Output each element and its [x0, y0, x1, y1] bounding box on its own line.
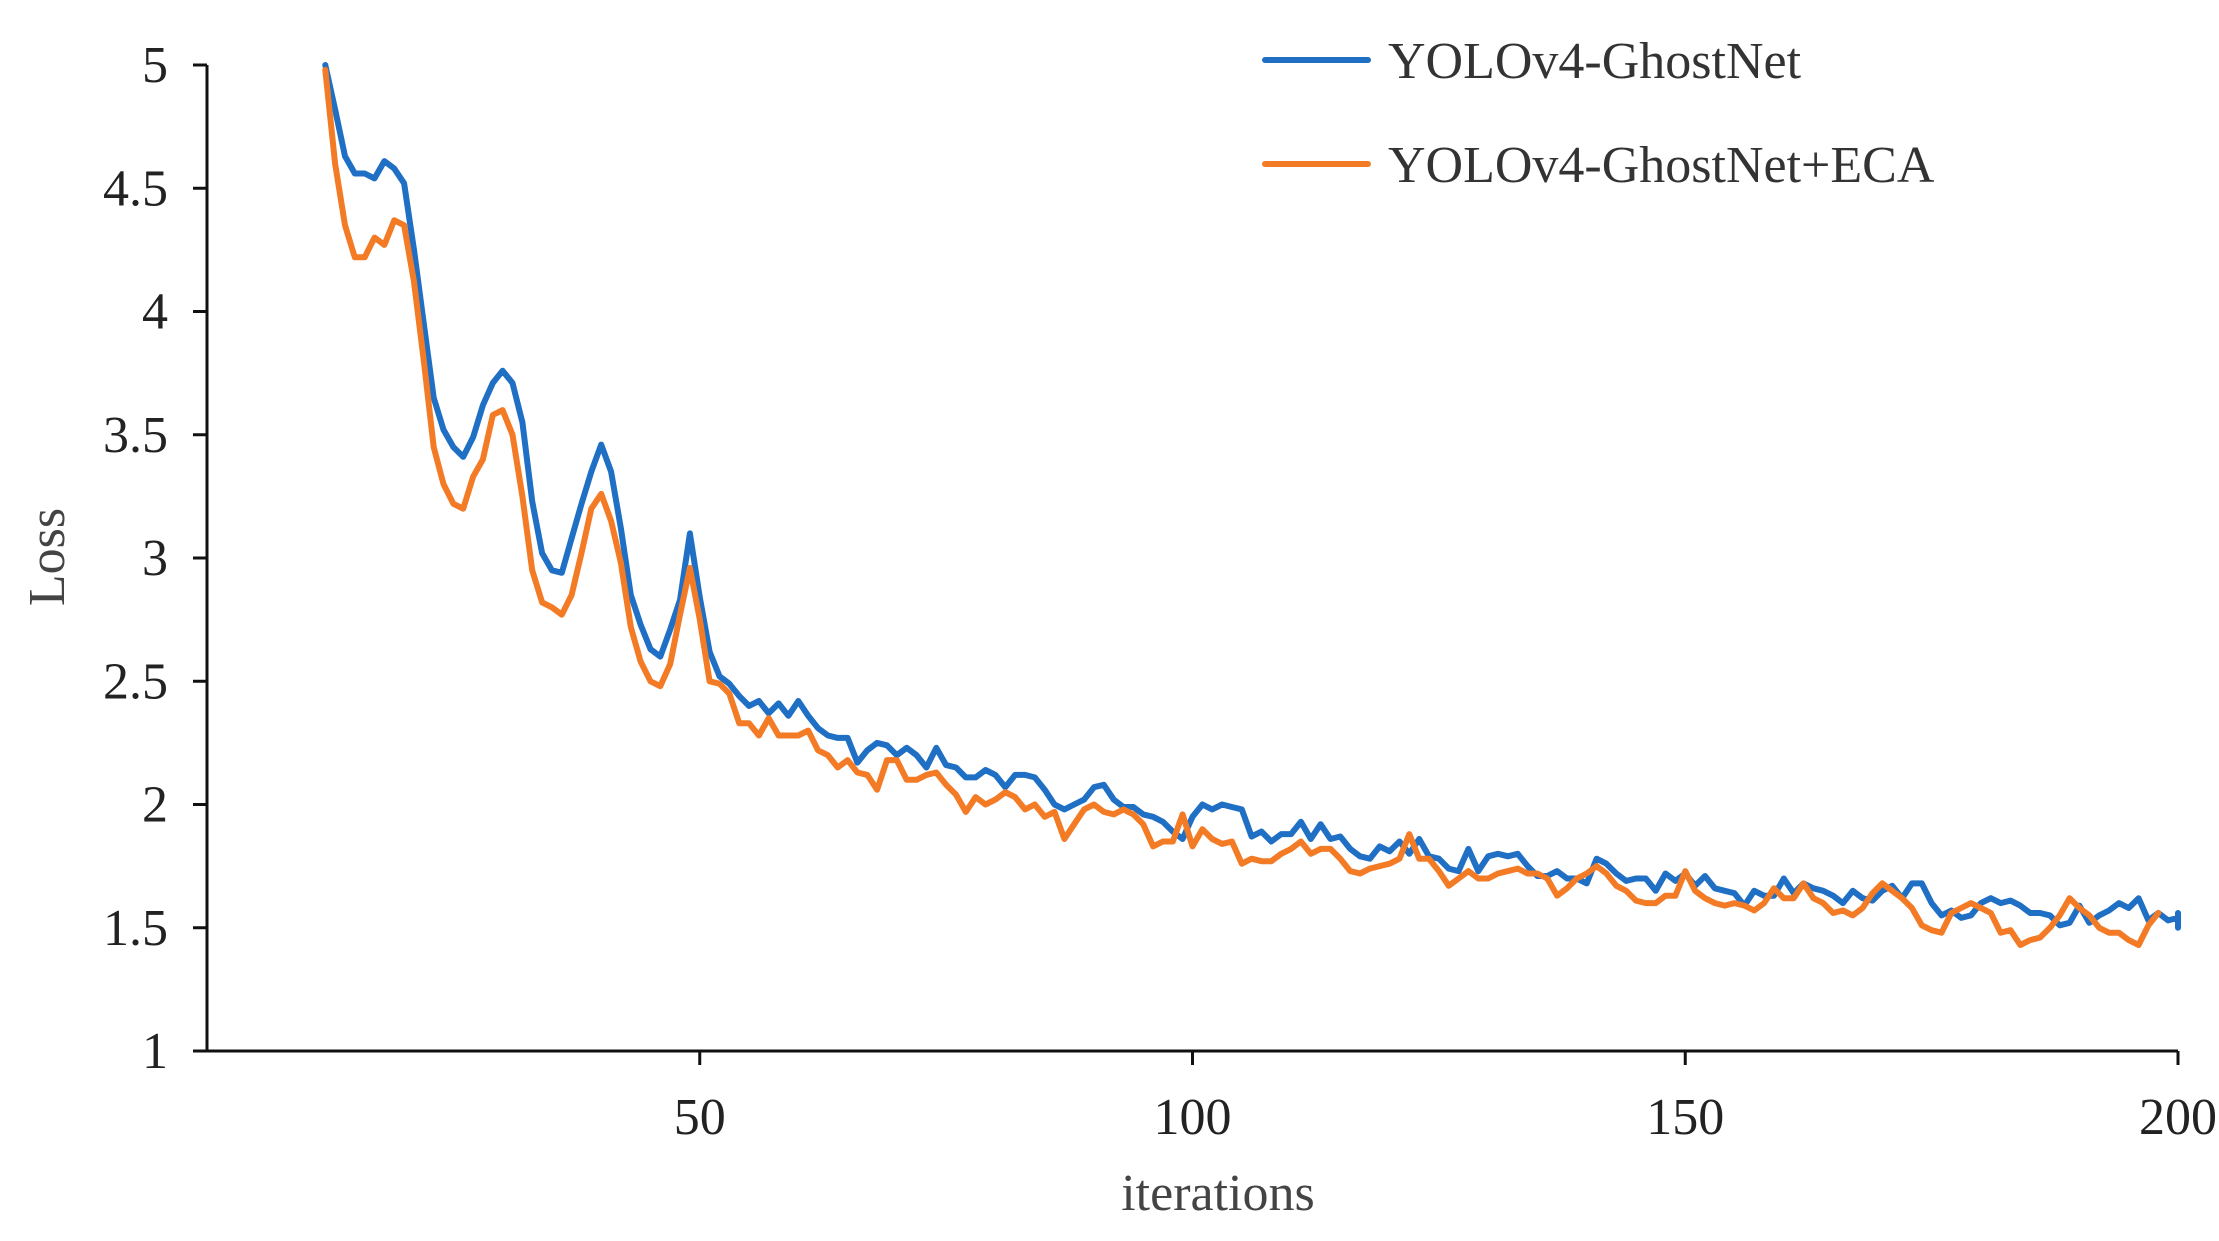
y-tick-label: 4.5: [103, 160, 168, 217]
legend-label-2: YOLOv4-GhostNet+ECA: [1388, 137, 1935, 194]
x-axis-ticks: 50 100 150 200: [674, 1051, 2217, 1146]
legend: YOLOv4-GhostNet YOLOv4-GhostNet+ECA: [1262, 33, 1935, 194]
y-tick-label: 4: [142, 284, 168, 341]
y-tick-label: 5: [142, 37, 168, 94]
x-axis-title: iterations: [1121, 1165, 1315, 1222]
x-tick-label: 100: [1154, 1089, 1232, 1146]
series-line-1: [322, 62, 2181, 931]
series-layer: [322, 62, 2181, 948]
y-tick-label: 2: [142, 777, 168, 834]
legend-label-1: YOLOv4-GhostNet: [1388, 33, 1802, 90]
y-tick-label: 1: [142, 1023, 168, 1080]
x-tick-label: 200: [2139, 1089, 2217, 1146]
y-axis-ticks: 1 1.5 2 2.5 3 3.5 4 4.5 5: [103, 37, 207, 1080]
y-tick-label: 2.5: [103, 653, 168, 710]
series-line-2: [322, 66, 2162, 948]
y-axis-title: Loss: [19, 508, 76, 606]
x-tick-label: 50: [674, 1089, 726, 1146]
y-tick-label: 3: [142, 530, 168, 587]
x-tick-label: 150: [1646, 1089, 1724, 1146]
y-tick-label: 1.5: [103, 900, 168, 957]
y-tick-label: 3.5: [103, 407, 168, 464]
